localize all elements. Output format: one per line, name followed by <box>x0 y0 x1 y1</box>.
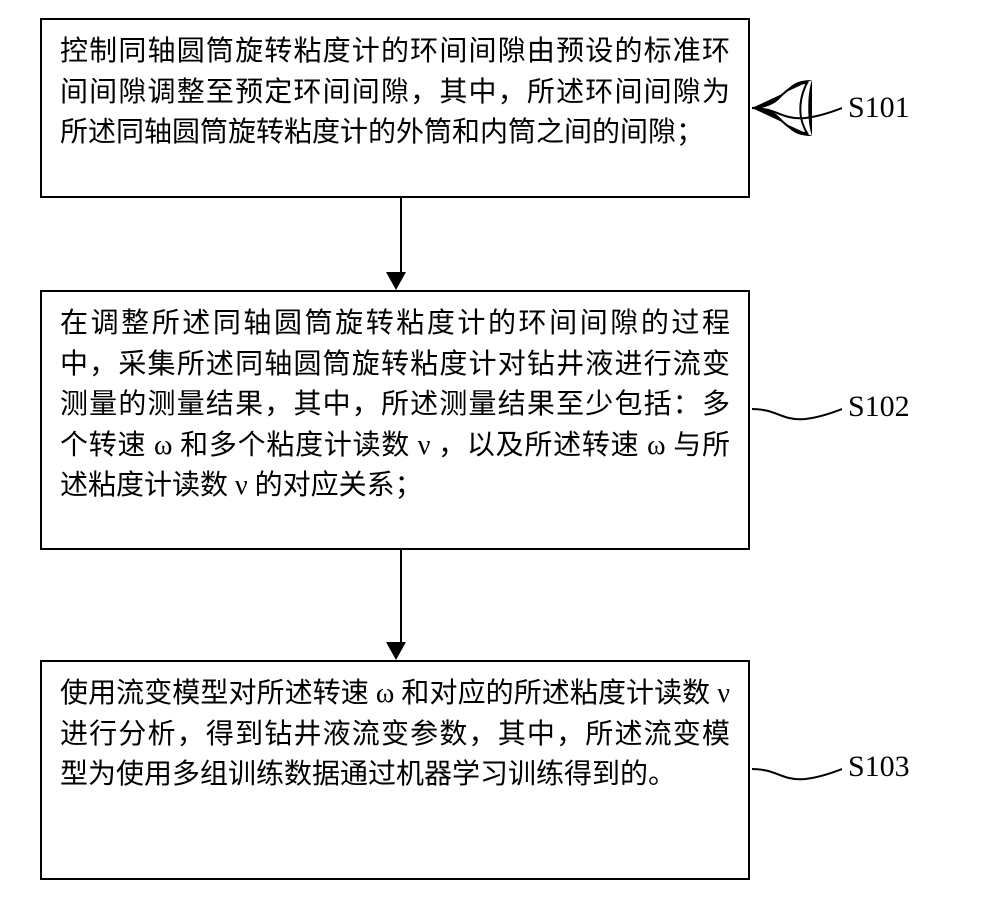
step-1-text: 控制同轴圆筒旋转粘度计的环间间隙由预设的标准环间间隙调整至预定环间间隙，其中，所… <box>60 36 730 148</box>
step-label-2: S102 <box>848 390 910 424</box>
arrow-1-shaft <box>400 198 402 272</box>
step-label-3: S103 <box>848 750 910 784</box>
connector-curve-icon <box>752 384 842 434</box>
arrow-2-shaft <box>400 550 402 642</box>
step-box-1: 控制同轴圆筒旋转粘度计的环间间隙由预设的标准环间间隙调整至预定环间间隙，其中，所… <box>40 18 750 198</box>
step-box-3: 使用流变模型对所述转速 ω 和对应的所述粘度计读数 ν 进行分析，得到钻井液流变… <box>40 660 750 880</box>
connector-curve-icon <box>752 744 842 794</box>
step-label-2-group: S102 <box>752 380 910 434</box>
arrow-2 <box>395 550 406 660</box>
step-3-text: 使用流变模型对所述转速 ω 和对应的所述粘度计读数 ν 进行分析，得到钻井液流变… <box>60 678 730 790</box>
step-box-2: 在调整所述同轴圆筒旋转粘度计的环间间隙的过程中，采集所述同轴圆筒旋转粘度计对钻井… <box>40 290 750 550</box>
connector-curve-icon <box>752 83 842 133</box>
step-label-3-group: S103 <box>752 740 910 794</box>
step-label-1-group: S101 <box>752 78 910 138</box>
arrow-down-icon <box>386 642 406 660</box>
step-label-1: S101 <box>848 91 910 125</box>
arrow-1 <box>395 198 406 290</box>
flowchart-root: 控制同轴圆筒旋转粘度计的环间间隙由预设的标准环间间隙调整至预定环间间隙，其中，所… <box>0 0 1000 919</box>
arrow-down-icon <box>386 272 406 290</box>
step-2-text: 在调整所述同轴圆筒旋转粘度计的环间间隙的过程中，采集所述同轴圆筒旋转粘度计对钻井… <box>60 308 730 501</box>
